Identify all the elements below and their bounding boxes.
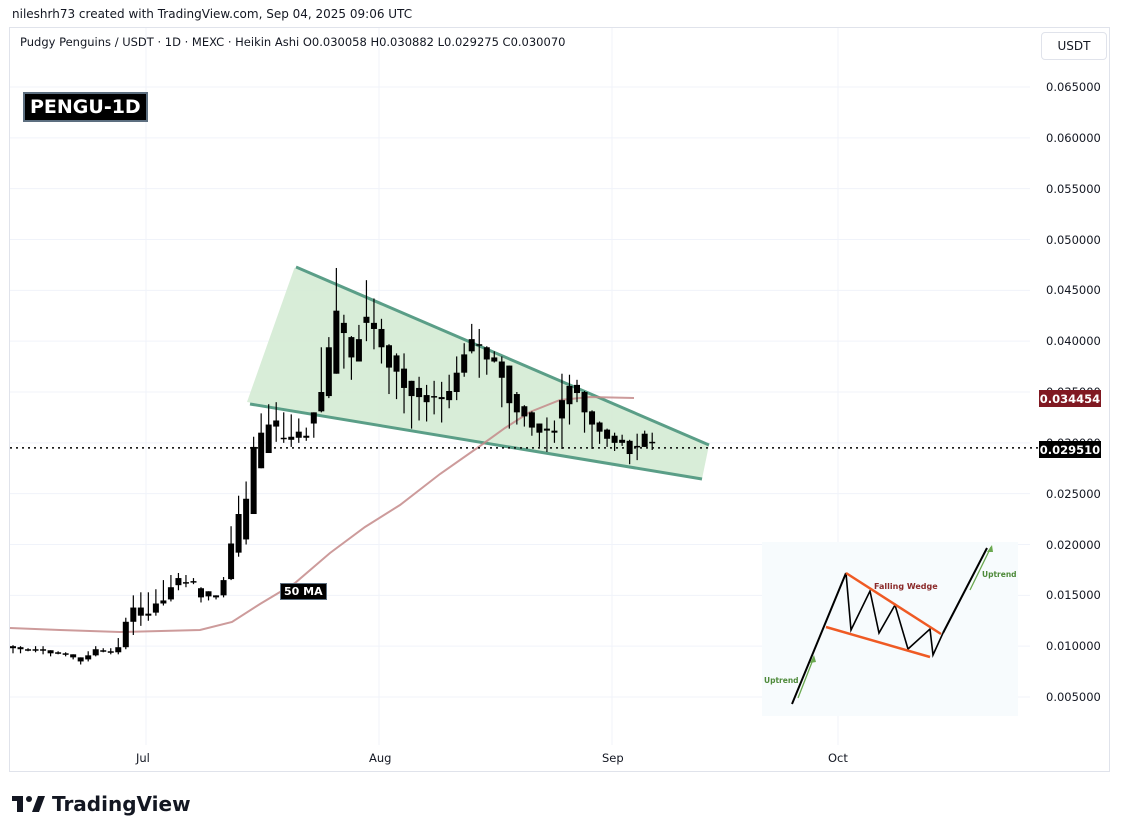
- ma-label: 50 MA: [280, 583, 327, 600]
- price-tick-label: 0.045000: [1046, 283, 1101, 298]
- last-price-tag: 0.029510: [1039, 441, 1101, 458]
- price-tick-label: 0.025000: [1046, 486, 1101, 501]
- tradingview-brand: TradingView: [52, 792, 191, 816]
- price-tick-label: 0.050000: [1046, 232, 1101, 247]
- price-tick-label: 0.015000: [1046, 588, 1101, 603]
- falling-wedge-inset: Falling Wedge Uptrend Uptrend: [762, 542, 1018, 716]
- tradingview-logo[interactable]: TradingView: [12, 792, 191, 816]
- symbol-legend[interactable]: Pudgy Penguins / USDT · 1D · MEXC · Heik…: [20, 35, 566, 49]
- time-tick-label: Aug: [369, 751, 392, 765]
- chart-frame[interactable]: [9, 27, 1110, 772]
- price-tick-label: 0.065000: [1046, 80, 1101, 94]
- price-tick-label: 0.040000: [1046, 334, 1101, 349]
- inset-uptrend-right: Uptrend: [982, 570, 1017, 579]
- time-tick-label: Jul: [136, 751, 150, 765]
- time-tick-label: Oct: [828, 751, 848, 765]
- inset-title: Falling Wedge: [874, 582, 938, 591]
- symbol-badge: PENGU-1D: [23, 92, 148, 122]
- falling-wedge-diagram: Falling Wedge Uptrend Uptrend: [764, 545, 1017, 705]
- price-tick-label: 0.060000: [1046, 130, 1101, 145]
- attribution-text: nileshrh73 created with TradingView.com,…: [12, 7, 413, 21]
- price-tick-label: 0.055000: [1046, 181, 1101, 196]
- time-tick-label: Sep: [602, 751, 624, 765]
- inset-uptrend-left: Uptrend: [764, 676, 799, 685]
- price-tick-label: 0.010000: [1046, 639, 1101, 654]
- price-tick-label: 0.005000: [1046, 690, 1101, 705]
- tradingview-logo-icon: [12, 796, 45, 812]
- price-tick-label: 0.020000: [1046, 537, 1101, 552]
- ma-price-tag: 0.034454: [1039, 390, 1101, 407]
- currency-button[interactable]: USDT: [1041, 32, 1107, 60]
